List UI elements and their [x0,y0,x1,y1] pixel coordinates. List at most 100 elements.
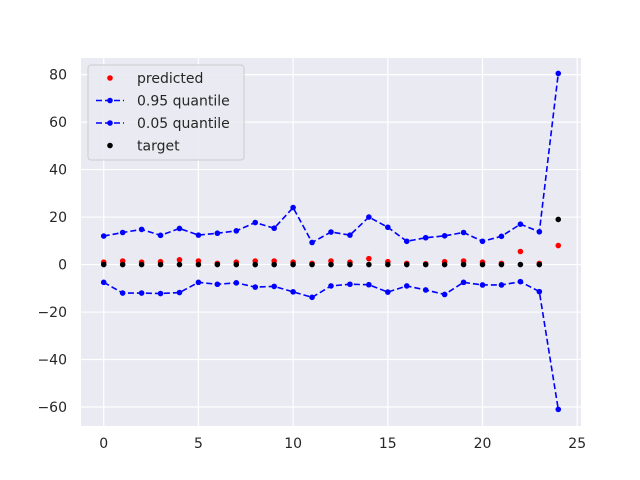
data-point [441,291,448,298]
y-tick-label: 20 [49,210,67,226]
data-point [460,261,467,268]
data-point [403,283,410,289]
legend-item-0-95-quantile: 0.95 quantile [96,94,230,110]
data-point [138,290,145,296]
legend-label: target [137,139,180,155]
data-point [422,287,429,293]
data-point [290,204,296,211]
data-point [157,261,164,268]
y-tick-label: 80 [49,68,67,84]
data-point [385,261,391,268]
data-point [328,261,334,268]
data-point [119,229,126,236]
data-point [517,278,524,285]
data-point [366,281,372,288]
data-point [422,261,429,268]
data-point [195,261,202,268]
legend-box [87,64,245,161]
data-point [214,230,221,237]
legend-marker [107,75,113,81]
data-point [176,257,183,263]
data-point [252,261,259,268]
data-point [233,228,240,234]
data-point [422,234,429,241]
data-point [233,280,240,286]
data-point [347,261,353,268]
data-point [233,261,240,268]
data-point [517,248,524,255]
data-point [366,214,372,220]
series-layer [100,70,562,413]
data-point [195,279,202,286]
data-point [536,261,543,268]
data-point [157,290,164,297]
data-point [252,284,259,290]
data-point [328,229,334,235]
data-point [309,239,315,246]
legend-item-target: target [107,139,180,155]
x-tick-label: 25 [568,436,586,452]
legend-label: 0.95 quantile [137,94,230,110]
data-point [385,289,391,295]
x-tick-label: 15 [379,436,397,452]
data-point [157,232,164,239]
x-tick-label: 10 [284,436,302,452]
data-point [385,224,391,231]
data-point [479,238,486,245]
data-point [555,406,562,413]
y-tick-label: −40 [37,353,67,369]
data-point [119,261,126,268]
data-point [441,261,448,268]
data-point [214,281,221,288]
legend: predicted 0.95 quantile 0.05 quantile targe… [87,64,245,161]
series-0-95-quantile [100,70,562,246]
data-point [119,290,126,296]
data-point [195,232,202,238]
legend-label: 0.05 quantile [137,116,230,132]
data-point [517,261,524,268]
series-target [100,216,562,268]
data-point [460,229,467,236]
data-point [479,261,486,268]
legend-marker [107,142,113,149]
data-point [479,282,486,288]
legend-marker [107,97,113,104]
data-point [555,242,562,249]
data-point [309,261,315,268]
x-tick-label: 20 [474,436,492,452]
legend-label: predicted [137,71,203,87]
y-tick-label: 60 [49,115,67,131]
data-point [176,261,183,268]
data-point [290,289,296,295]
data-point [555,70,562,77]
data-point [252,219,259,226]
legend-item-0-05-quantile: 0.05 quantile [96,116,230,132]
series-0-05-quantile [100,278,562,413]
axis-labels: 0 5 10 15 20 25 −60 −40 −20 0 20 40 60 80 [37,68,586,452]
data-point [271,283,277,290]
data-point [536,228,543,235]
data-point [498,282,505,288]
data-point [517,221,524,227]
data-point [100,233,107,239]
data-point [366,255,372,262]
data-point [138,226,145,233]
legend-marker [107,120,113,126]
data-point [100,261,107,268]
data-point [536,288,543,295]
data-point [176,289,183,296]
data-point [290,261,296,268]
y-tick-label: −20 [37,305,67,321]
data-point [498,233,505,240]
data-point [403,238,410,245]
data-point [441,233,448,239]
x-tick-label: 0 [99,436,108,452]
y-tick-label: 40 [49,163,67,179]
data-point [366,261,372,268]
data-point [460,279,467,286]
data-point [214,261,221,268]
y-tick-label: 0 [58,258,67,274]
y-tick-label: −60 [37,400,67,416]
data-point [100,279,107,286]
